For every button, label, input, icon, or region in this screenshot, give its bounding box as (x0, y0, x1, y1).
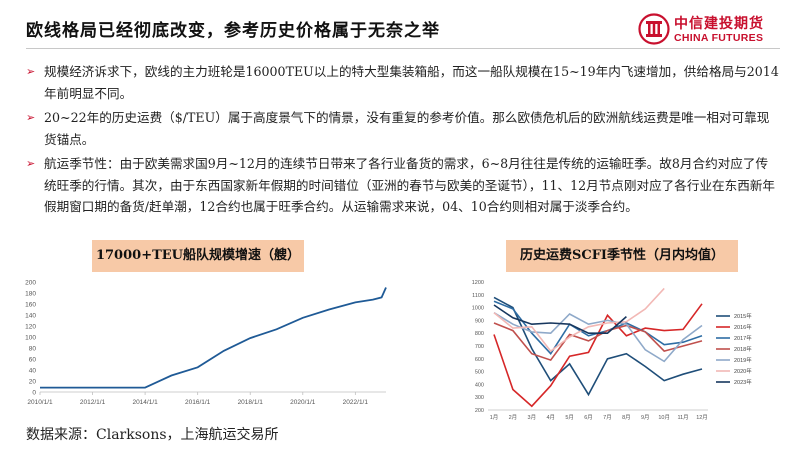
series-line-2015年 (493, 296, 703, 397)
x-tick-label: 2010/1/1 (27, 399, 53, 406)
series-line-2023年 (493, 304, 627, 335)
x-tick-label: 2014/1/1 (132, 399, 158, 406)
series-line-2019年 (493, 312, 703, 363)
x-tick-label: 2016/1/1 (185, 399, 211, 406)
y-tick-label: 500 (475, 370, 484, 376)
y-tick-label: 80 (29, 346, 37, 353)
logo-chinese-name: 中信建投期货 (674, 16, 764, 32)
x-tick-label: 2018/1/1 (238, 399, 264, 406)
y-tick-label: 180 (25, 291, 36, 298)
scfi-chart-title: 历史运费SCFI季节性（月内均值） (506, 240, 738, 272)
y-tick-label: 1100 (472, 293, 484, 299)
y-tick-label: 300 (475, 395, 484, 401)
x-tick-label: 10月 (658, 414, 670, 421)
legend-label: 2018年 (734, 345, 752, 353)
x-tick-label: 2012/1/1 (80, 399, 106, 406)
bullet-text: 规模经济诉求下，欧线的主力班轮是16000TEU以上的特大型集装箱船，而这一船队… (44, 64, 779, 101)
y-tick-label: 20 (29, 379, 37, 386)
x-tick-label: 2月 (509, 414, 518, 421)
legend-label: 2015年 (734, 312, 752, 320)
y-tick-label: 60 (29, 357, 37, 364)
y-tick-label: 1200 (472, 280, 484, 286)
logo-emblem-icon (638, 13, 670, 45)
fleet-line-chart: 0 20 40 60 80 100 120 140 160 180 200 2010/1/1 2012/… (25, 280, 387, 406)
bullet-item: ➢ 航运季节性：由于欧美需求国9月~12月的连续节日带来了各行业备货的需求，6~… (26, 153, 780, 218)
x-tick-label: 2022/1/1 (343, 399, 369, 406)
x-tick-label: 6月 (584, 414, 593, 421)
bullet-text: 20~22年的历史运费（$/TEU）属于高度景气下的情景，没有重复的参考价值。那… (44, 110, 770, 147)
fleet-chart-title: 17000+TEU船队规模增速（艘） (92, 240, 304, 272)
y-tick-label: 700 (475, 344, 484, 350)
logo-english-name: CHINA FUTURES (674, 32, 764, 44)
arrow-bullet-icon: ➢ (26, 157, 36, 170)
x-tick-label: 1月 (490, 414, 499, 421)
y-tick-label: 600 (475, 357, 484, 363)
bullet-text: 航运季节性：由于欧美需求国9月~12月的连续节日带来了各行业备货的需求，6~8月… (44, 156, 776, 214)
bullet-item: ➢ 20~22年的历史运费（$/TEU）属于高度景气下的情景，没有重复的参考价值… (26, 107, 780, 150)
legend-label: 2020年 (734, 367, 752, 375)
y-tick-label: 160 (25, 302, 36, 309)
data-source-note: 数据来源：Clarksons，上海航运交易所 (26, 427, 279, 443)
y-tick-label: 800 (475, 331, 484, 337)
company-logo: 中信建投期货 CHINA FUTURES (638, 11, 788, 47)
x-tick-label: 9月 (641, 414, 650, 421)
scfi-seasonal-chart: 200 300 400 500 600 700 800 900 1000 1100 1200 1月 2月… (472, 280, 752, 421)
series-line-2018年 (493, 322, 703, 362)
series-line-2020年 (493, 287, 665, 353)
y-tick-label: 200 (475, 408, 484, 414)
x-tick-label: 12月 (696, 414, 708, 421)
x-tick-label: 11月 (677, 414, 688, 421)
x-tick-label: 3月 (528, 414, 537, 421)
y-tick-label: 120 (25, 324, 36, 331)
legend-label: 2016年 (734, 323, 752, 331)
legend-label: 2017年 (734, 334, 752, 342)
slide-header: 欧线格局已经彻底改变，参考历史价格属于无奈之举 中信建投期货 CHINA FUT… (0, 0, 800, 56)
y-tick-label: 40 (29, 368, 37, 375)
y-tick-label: 400 (475, 382, 484, 388)
y-tick-label: 1000 (472, 306, 484, 312)
x-tick-label: 7月 (603, 414, 612, 421)
y-tick-label: 900 (475, 318, 484, 324)
bullet-item: ➢ 规模经济诉求下，欧线的主力班轮是16000TEU以上的特大型集装箱船，而这一… (26, 61, 780, 104)
legend-label: 2019年 (734, 356, 752, 364)
y-tick-label: 0 (32, 390, 36, 397)
x-tick-label: 4月 (546, 414, 555, 421)
legend-label: 2023年 (734, 378, 752, 386)
fleet-series-line (40, 287, 387, 389)
arrow-bullet-icon: ➢ (26, 65, 36, 78)
header-divider (26, 48, 780, 49)
x-tick-label: 2020/1/1 (290, 399, 316, 406)
page-title: 欧线格局已经彻底改变，参考历史价格属于无奈之举 (26, 21, 440, 41)
y-tick-label: 200 (25, 280, 36, 287)
x-tick-label: 8月 (622, 414, 631, 421)
y-tick-label: 100 (25, 335, 36, 342)
x-tick-label: 5月 (565, 414, 574, 421)
bullet-list: ➢ 规模经济诉求下，欧线的主力班轮是16000TEU以上的特大型集装箱船，而这一… (26, 61, 780, 221)
arrow-bullet-icon: ➢ (26, 111, 36, 124)
y-tick-label: 140 (25, 313, 36, 320)
